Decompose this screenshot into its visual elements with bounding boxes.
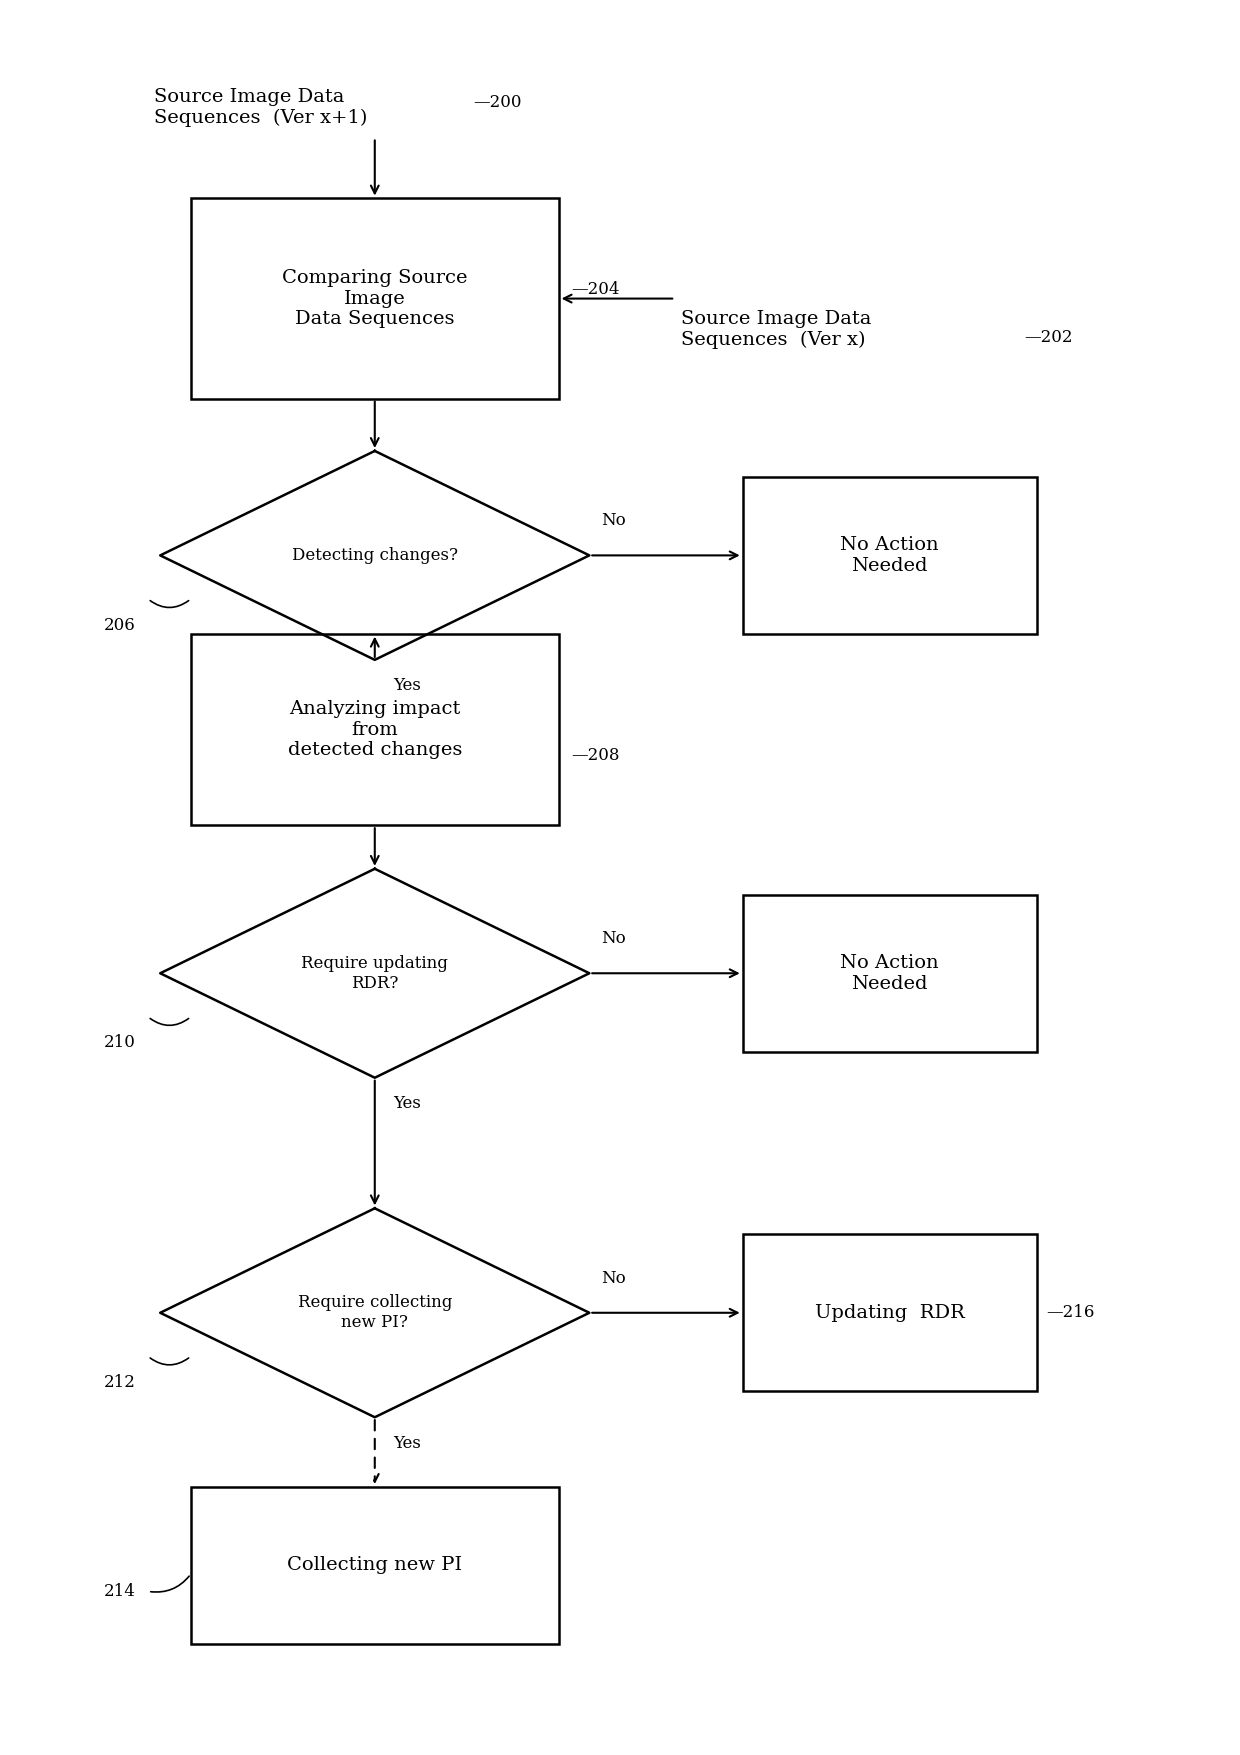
Text: 214: 214 <box>104 1583 135 1601</box>
Text: Updating  RDR: Updating RDR <box>815 1304 965 1322</box>
Polygon shape <box>160 451 589 660</box>
Text: No: No <box>601 512 626 530</box>
Text: Collecting new PI: Collecting new PI <box>288 1557 463 1574</box>
Bar <box>743 1234 1037 1392</box>
Text: No: No <box>601 930 626 948</box>
Text: —202: —202 <box>1024 330 1073 346</box>
Text: Comparing Source
Image
Data Sequences: Comparing Source Image Data Sequences <box>281 269 467 328</box>
Bar <box>743 477 1037 634</box>
Text: No Action
Needed: No Action Needed <box>841 955 939 993</box>
Text: Detecting changes?: Detecting changes? <box>291 548 458 563</box>
Text: —204: —204 <box>570 281 620 298</box>
Text: —208: —208 <box>570 748 620 763</box>
Text: Yes: Yes <box>393 677 422 695</box>
Text: Yes: Yes <box>393 1434 422 1451</box>
Text: No: No <box>601 1269 626 1286</box>
Text: Analyzing impact
from
detected changes: Analyzing impact from detected changes <box>288 700 463 760</box>
Text: Source Image Data
Sequences  (Ver x): Source Image Data Sequences (Ver x) <box>681 309 872 349</box>
Text: Require updating
RDR?: Require updating RDR? <box>301 955 448 992</box>
Text: Yes: Yes <box>393 1095 422 1113</box>
Text: 206: 206 <box>104 616 135 634</box>
Text: 210: 210 <box>104 1034 135 1051</box>
Bar <box>191 198 559 398</box>
Text: 212: 212 <box>104 1374 135 1392</box>
Text: Require collecting
new PI?: Require collecting new PI? <box>298 1295 451 1330</box>
Text: No Action
Needed: No Action Needed <box>841 535 939 576</box>
Bar <box>191 1486 559 1644</box>
Polygon shape <box>160 1207 589 1418</box>
Bar <box>191 634 559 825</box>
Text: Source Image Data
Sequences  (Ver x+1): Source Image Data Sequences (Ver x+1) <box>154 88 367 128</box>
Polygon shape <box>160 869 589 1078</box>
Text: —216: —216 <box>1047 1304 1095 1322</box>
Bar <box>743 895 1037 1051</box>
Text: —200: —200 <box>472 95 521 111</box>
